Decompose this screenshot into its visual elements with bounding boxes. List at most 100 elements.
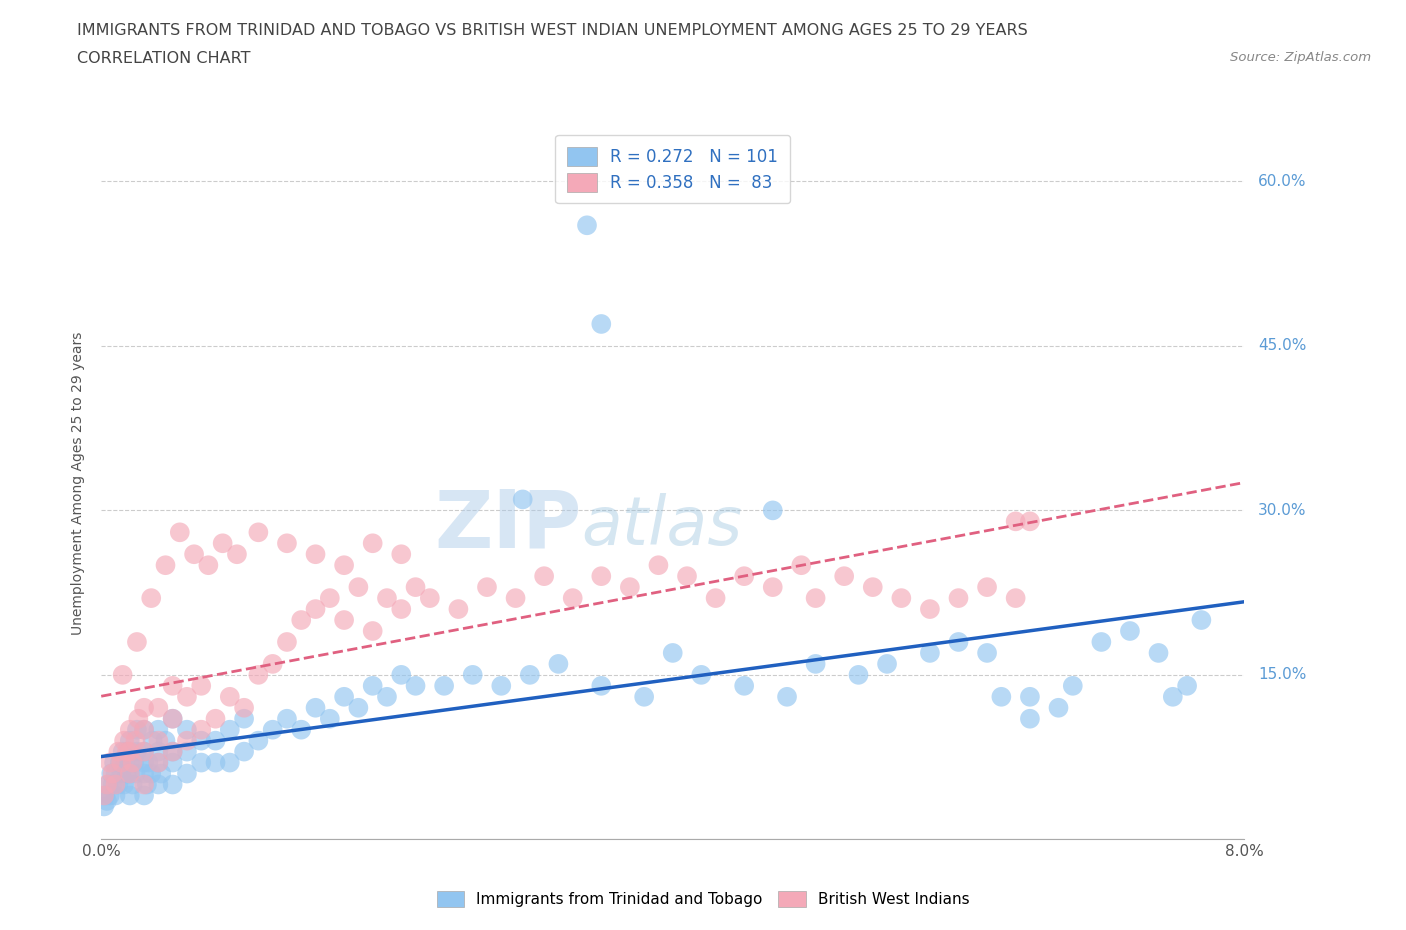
Point	[121, 777, 143, 792]
Point	[1004, 514, 1026, 529]
Point	[162, 711, 184, 726]
Point	[136, 777, 159, 792]
Point	[475, 579, 498, 594]
Point	[150, 766, 173, 781]
Point	[132, 744, 155, 759]
Point	[876, 657, 898, 671]
Point	[1119, 623, 1142, 638]
Point	[118, 744, 141, 759]
Point	[1147, 645, 1170, 660]
Point	[115, 744, 138, 759]
Point	[591, 569, 613, 584]
Legend: Immigrants from Trinidad and Tobago, British West Indians: Immigrants from Trinidad and Tobago, Bri…	[429, 884, 977, 915]
Point	[976, 645, 998, 660]
Point	[148, 733, 170, 748]
Point	[1019, 514, 1042, 529]
Point	[661, 645, 683, 660]
Point	[1019, 711, 1042, 726]
Point	[890, 591, 912, 605]
Point	[122, 755, 145, 770]
Point	[218, 755, 240, 770]
Point	[247, 733, 270, 748]
Point	[162, 711, 184, 726]
Point	[118, 755, 141, 770]
Text: 45.0%: 45.0%	[1258, 339, 1306, 353]
Point	[148, 755, 170, 770]
Point	[97, 777, 120, 792]
Point	[132, 788, 155, 803]
Point	[591, 678, 613, 693]
Point	[148, 723, 170, 737]
Point	[104, 766, 127, 781]
Point	[547, 657, 569, 671]
Point	[162, 755, 184, 770]
Point	[690, 668, 713, 683]
Point	[176, 689, 198, 704]
Point	[132, 723, 155, 737]
Point	[118, 766, 141, 781]
Point	[633, 689, 655, 704]
Point	[112, 733, 135, 748]
Point	[375, 591, 398, 605]
Point	[204, 711, 226, 726]
Point	[405, 579, 427, 594]
Point	[533, 569, 555, 584]
Point	[132, 700, 155, 715]
Point	[190, 723, 212, 737]
Point	[948, 591, 970, 605]
Point	[218, 689, 240, 704]
Point	[132, 755, 155, 770]
Text: 30.0%: 30.0%	[1258, 503, 1306, 518]
Point	[790, 558, 813, 573]
Point	[262, 723, 284, 737]
Point	[125, 723, 148, 737]
Point	[176, 733, 198, 748]
Point	[141, 766, 163, 781]
Point	[176, 744, 198, 759]
Point	[124, 733, 146, 748]
Point	[704, 591, 727, 605]
Point	[591, 316, 613, 331]
Point	[276, 711, 298, 726]
Point	[148, 755, 170, 770]
Point	[125, 634, 148, 649]
Point	[389, 668, 412, 683]
Point	[375, 689, 398, 704]
Point	[107, 777, 129, 792]
Point	[762, 503, 785, 518]
Point	[361, 678, 384, 693]
Point	[112, 777, 135, 792]
Point	[990, 689, 1012, 704]
Point	[347, 700, 370, 715]
Point	[132, 766, 155, 781]
Point	[115, 766, 138, 781]
Point	[110, 755, 132, 770]
Point	[117, 744, 139, 759]
Text: atlas: atlas	[581, 493, 742, 559]
Point	[419, 591, 441, 605]
Point	[1161, 689, 1184, 704]
Point	[111, 668, 134, 683]
Point	[1047, 700, 1070, 715]
Point	[619, 579, 641, 594]
Point	[93, 799, 115, 814]
Point	[319, 711, 342, 726]
Point	[361, 536, 384, 551]
Point	[101, 766, 124, 781]
Point	[247, 525, 270, 539]
Point	[111, 744, 134, 759]
Point	[447, 602, 470, 617]
Point	[433, 678, 456, 693]
Point	[519, 668, 541, 683]
Point	[776, 689, 799, 704]
Text: CORRELATION CHART: CORRELATION CHART	[77, 51, 250, 66]
Point	[118, 788, 141, 803]
Point	[1004, 591, 1026, 605]
Point	[132, 744, 155, 759]
Point	[103, 755, 125, 770]
Point	[233, 700, 256, 715]
Point	[98, 755, 121, 770]
Point	[132, 723, 155, 737]
Point	[118, 723, 141, 737]
Point	[1189, 613, 1212, 628]
